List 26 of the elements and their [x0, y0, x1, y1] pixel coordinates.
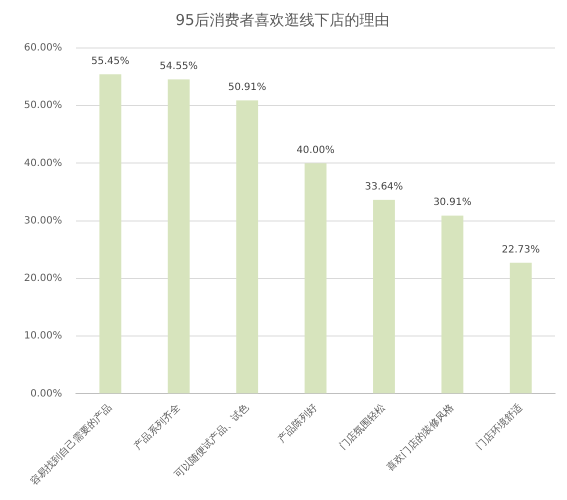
- bar: [304, 163, 327, 394]
- x-tick-label: 容易找到自己需要的产品: [28, 401, 114, 488]
- bar: [236, 100, 258, 394]
- data-label: 40.00%: [296, 144, 335, 156]
- bar: [510, 262, 532, 394]
- y-tick-label: 0.00%: [30, 388, 62, 400]
- y-tick-label: 40.00%: [24, 158, 62, 169]
- bar: [373, 200, 395, 394]
- data-label: 55.45%: [91, 56, 130, 67]
- data-label: 54.55%: [160, 61, 198, 72]
- data-label: 30.91%: [433, 197, 472, 208]
- chart-title: 95后消费者喜欢逛线下店的理由: [175, 10, 390, 29]
- bar: [441, 216, 464, 394]
- data-label: 33.64%: [364, 181, 404, 192]
- data-label: 50.91%: [228, 82, 266, 93]
- y-tick-label: 60.00%: [24, 42, 62, 54]
- x-tick-label: 产品系列齐全: [132, 401, 183, 452]
- x-tick-label: 产品陈列好: [276, 401, 320, 446]
- y-tick-label: 20.00%: [24, 273, 62, 284]
- x-tick-label: 门店环境舒适: [474, 401, 525, 452]
- bar: [168, 79, 190, 394]
- data-label: 22.73%: [502, 244, 540, 256]
- y-tick-label: 50.00%: [24, 100, 62, 112]
- bar: [99, 74, 122, 394]
- y-tick-label: 10.00%: [24, 330, 62, 342]
- y-tick-label: 30.00%: [24, 215, 62, 226]
